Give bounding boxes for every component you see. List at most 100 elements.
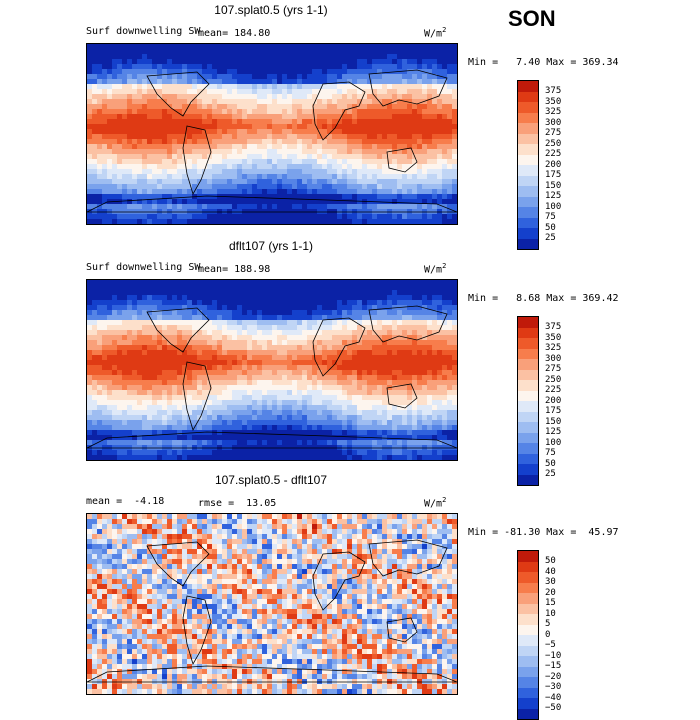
colorbar-label: 225 bbox=[545, 385, 561, 395]
colorbar-swatch bbox=[518, 123, 538, 134]
colorbar-swatch bbox=[518, 454, 538, 465]
colorbar-swatch bbox=[518, 625, 538, 636]
colorbar-swatch bbox=[518, 656, 538, 667]
colorbar-label: 0 bbox=[545, 630, 550, 640]
colorbar-label: 250 bbox=[545, 375, 561, 385]
colorbar-label: 25 bbox=[545, 469, 556, 479]
colorbar-swatch bbox=[518, 113, 538, 124]
panel-stat: mean= 188.98 bbox=[198, 264, 270, 275]
panel-variable: Surf downwelling SW bbox=[86, 262, 200, 273]
panel-stat: mean= 184.80 bbox=[198, 28, 270, 39]
colorbar-label: 250 bbox=[545, 139, 561, 149]
colorbar-label: −50 bbox=[545, 703, 561, 713]
colorbar-swatch bbox=[518, 144, 538, 155]
colorbar-label: 50 bbox=[545, 556, 556, 566]
colorbar-swatch bbox=[518, 165, 538, 176]
colorbar-swatch bbox=[518, 197, 538, 208]
colorbar-label: 300 bbox=[545, 354, 561, 364]
colorbar-label: 50 bbox=[545, 459, 556, 469]
colorbar-swatch bbox=[518, 562, 538, 573]
colorbar-swatch bbox=[518, 207, 538, 218]
colorbar-swatch bbox=[518, 583, 538, 594]
colorbar-label: 20 bbox=[545, 588, 556, 598]
colorbar-swatch bbox=[518, 380, 538, 391]
colorbar-1 bbox=[517, 316, 539, 486]
panel-title: dflt107 (yrs 1-1) bbox=[86, 239, 456, 253]
colorbar-label: 225 bbox=[545, 149, 561, 159]
colorbar-swatch bbox=[518, 176, 538, 187]
map-field bbox=[87, 280, 457, 460]
colorbar-label: 350 bbox=[545, 97, 561, 107]
colorbar-swatch bbox=[518, 338, 538, 349]
colorbar-label: 50 bbox=[545, 223, 556, 233]
colorbar-label: 75 bbox=[545, 448, 556, 458]
colorbar-swatch bbox=[518, 317, 538, 328]
colorbar-swatch bbox=[518, 464, 538, 475]
colorbar-swatch bbox=[518, 646, 538, 657]
colorbar-label: 5 bbox=[545, 619, 550, 629]
colorbar-swatch bbox=[518, 635, 538, 646]
panel-variable: Surf downwelling SW bbox=[86, 26, 200, 37]
colorbar-swatch bbox=[518, 667, 538, 678]
colorbar-label: 300 bbox=[545, 118, 561, 128]
colorbar-swatch bbox=[518, 134, 538, 145]
colorbar-swatch bbox=[518, 391, 538, 402]
colorbar-label: 200 bbox=[545, 396, 561, 406]
colorbar-label: 275 bbox=[545, 364, 561, 374]
panel-units: W/m2 bbox=[424, 262, 446, 275]
colorbar-swatch bbox=[518, 186, 538, 197]
colorbar-label: 25 bbox=[545, 233, 556, 243]
colorbar-swatch bbox=[518, 604, 538, 615]
colorbar-swatch bbox=[518, 359, 538, 370]
colorbar-label: −40 bbox=[545, 693, 561, 703]
panel-minmax: Min = 8.68 Max = 369.42 bbox=[468, 293, 619, 304]
colorbar-label: −20 bbox=[545, 672, 561, 682]
panel-units: W/m2 bbox=[424, 496, 446, 509]
panel-variable: mean = -4.18 bbox=[86, 496, 164, 507]
colorbar-label: 175 bbox=[545, 170, 561, 180]
colorbar-label: −10 bbox=[545, 651, 561, 661]
global-map-0 bbox=[86, 43, 458, 225]
panel-stat: rmse = 13.05 bbox=[198, 498, 276, 509]
map-field bbox=[87, 514, 457, 694]
panel-title: 107.splat0.5 (yrs 1-1) bbox=[86, 3, 456, 17]
global-map-2 bbox=[86, 513, 458, 695]
colorbar-label: −30 bbox=[545, 682, 561, 692]
colorbar-swatch bbox=[518, 155, 538, 166]
global-map-1 bbox=[86, 279, 458, 461]
colorbar-label: 10 bbox=[545, 609, 556, 619]
colorbar-label: 40 bbox=[545, 567, 556, 577]
colorbar-0 bbox=[517, 80, 539, 250]
colorbar-swatch bbox=[518, 102, 538, 113]
panel-units: W/m2 bbox=[424, 26, 446, 39]
colorbar-swatch bbox=[518, 218, 538, 229]
colorbar-label: 100 bbox=[545, 202, 561, 212]
colorbar-label: 100 bbox=[545, 438, 561, 448]
colorbar-label: 325 bbox=[545, 107, 561, 117]
colorbar-swatch bbox=[518, 422, 538, 433]
panel-minmax: Min = 7.40 Max = 369.34 bbox=[468, 57, 619, 68]
colorbar-2 bbox=[517, 550, 539, 720]
colorbar-label: 15 bbox=[545, 598, 556, 608]
colorbar-label: 275 bbox=[545, 128, 561, 138]
colorbar-swatch bbox=[518, 551, 538, 562]
map-field bbox=[87, 44, 457, 224]
colorbar-swatch bbox=[518, 614, 538, 625]
colorbar-label: 125 bbox=[545, 191, 561, 201]
panel-title: 107.splat0.5 - dflt107 bbox=[86, 473, 456, 487]
colorbar-swatch bbox=[518, 433, 538, 444]
colorbar-swatch bbox=[518, 572, 538, 583]
colorbar-swatch bbox=[518, 328, 538, 339]
colorbar-swatch bbox=[518, 709, 538, 720]
colorbar-label: 150 bbox=[545, 417, 561, 427]
colorbar-label: 200 bbox=[545, 160, 561, 170]
colorbar-label: 325 bbox=[545, 343, 561, 353]
colorbar-swatch bbox=[518, 92, 538, 103]
colorbar-label: 30 bbox=[545, 577, 556, 587]
colorbar-label: −5 bbox=[545, 640, 556, 650]
colorbar-label: 175 bbox=[545, 406, 561, 416]
colorbar-swatch bbox=[518, 412, 538, 423]
colorbar-swatch bbox=[518, 239, 538, 250]
colorbar-label: −15 bbox=[545, 661, 561, 671]
colorbar-swatch bbox=[518, 688, 538, 699]
